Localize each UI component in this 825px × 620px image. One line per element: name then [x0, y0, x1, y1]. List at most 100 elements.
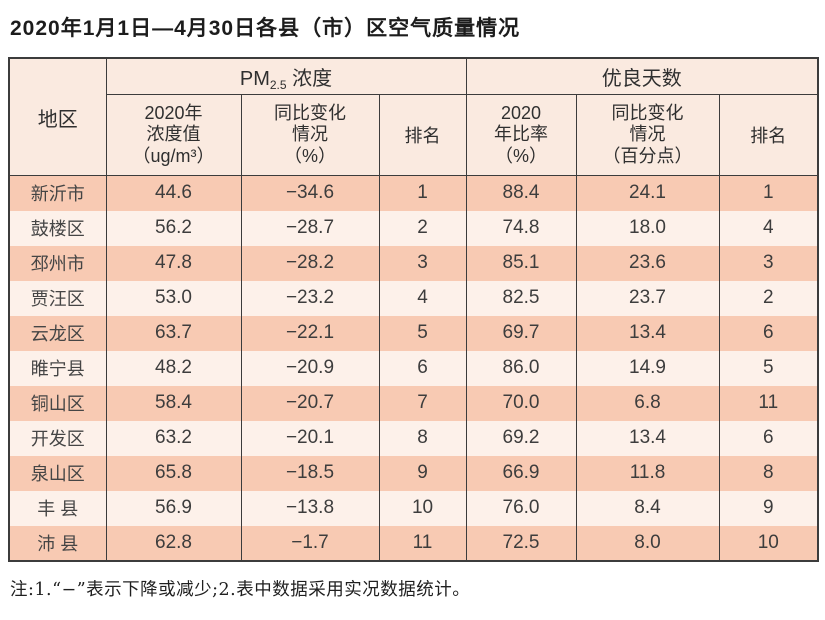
pm-rank-cell: 1: [378, 175, 467, 211]
days-ratio-cell: 69.2: [465, 420, 577, 456]
region-cell: 邳州市: [8, 245, 107, 281]
header-pm25-group: PM2.5 浓度: [105, 58, 467, 95]
header-pm-change: 同比变化 情况 （%）: [240, 94, 380, 176]
pm-change-cell: −20.9: [240, 350, 380, 386]
header-pm-rank: 排名: [378, 94, 467, 176]
pm-change-cell: −20.7: [240, 385, 380, 421]
table-row: 铜山区 58.4 −20.7 7 70.0 6.8 11: [8, 385, 819, 421]
pm25-label-prefix: PM: [239, 68, 270, 90]
days-ratio-cell: 88.4: [465, 175, 577, 211]
footnote: 注:1.“−”表示下降或减少;2.表中数据采用实况数据统计。: [10, 579, 471, 600]
days-ratio-cell: 69.7: [465, 315, 577, 351]
table-row: 泉山区 65.8 −18.5 9 66.9 11.8 8: [8, 455, 819, 491]
table-row: 丰 县 56.9 −13.8 10 76.0 8.4 9: [8, 490, 819, 526]
days-ratio-cell: 72.5: [465, 525, 577, 561]
pm-value-cell: 65.8: [105, 455, 242, 491]
table-row: 贾汪区 53.0 −23.2 4 82.5 23.7 2: [8, 280, 819, 316]
pm-change-cell: −13.8: [240, 490, 380, 526]
days-change-cell: 8.0: [575, 525, 720, 561]
header-pm-value: 2020年 浓度值 （ug/m³）: [105, 94, 242, 176]
days-change-cell: 18.0: [575, 210, 720, 246]
pm25-label-subscript: 2.5: [269, 78, 287, 92]
region-cell: 开发区: [8, 420, 107, 456]
pm-change-cell: −28.7: [240, 210, 380, 246]
region-cell: 云龙区: [8, 315, 107, 351]
pm-change-cell: −23.2: [240, 280, 380, 316]
table-row: 新沂市 44.6 −34.6 1 88.4 24.1 1: [8, 175, 819, 211]
header-group-row: 地区 PM2.5 浓度 优良天数: [8, 58, 819, 176]
header-days-rank: 排名: [718, 94, 819, 176]
days-change-cell: 24.1: [575, 175, 720, 211]
pm-rank-cell: 2: [378, 210, 467, 246]
region-cell: 新沂市: [8, 175, 107, 211]
header-good-days-group: 优良天数: [465, 58, 819, 95]
pm-rank-cell: 6: [378, 350, 467, 386]
region-cell: 泉山区: [8, 455, 107, 491]
pm-rank-cell: 7: [378, 385, 467, 421]
pm-change-cell: −18.5: [240, 455, 380, 491]
table-row: 沛 县 62.8 −1.7 11 72.5 8.0 10: [8, 525, 819, 561]
pm-rank-cell: 5: [378, 315, 467, 351]
pm-value-cell: 63.7: [105, 315, 242, 351]
pm-value-cell: 53.0: [105, 280, 242, 316]
pm-value-cell: 63.2: [105, 420, 242, 456]
page-title: 2020年1月1日—4月30日各县（市）区空气质量情况: [10, 17, 521, 40]
table-row: 开发区 63.2 −20.1 8 69.2 13.4 6: [8, 420, 819, 456]
pm-change-cell: −28.2: [240, 245, 380, 281]
days-rank-cell: 4: [718, 210, 819, 246]
pm-value-cell: 47.8: [105, 245, 242, 281]
days-change-cell: 23.7: [575, 280, 720, 316]
days-ratio-cell: 70.0: [465, 385, 577, 421]
pm-change-cell: −22.1: [240, 315, 380, 351]
table-row: 睢宁县 48.2 −20.9 6 86.0 14.9 5: [8, 350, 819, 386]
days-ratio-cell: 66.9: [465, 455, 577, 491]
region-cell: 鼓楼区: [8, 210, 107, 246]
days-change-cell: 13.4: [575, 420, 720, 456]
header-region: 地区: [8, 58, 107, 176]
days-rank-cell: 6: [718, 420, 819, 456]
table-row: 鼓楼区 56.2 −28.7 2 74.8 18.0 4: [8, 210, 819, 246]
days-rank-cell: 2: [718, 280, 819, 316]
pm-rank-cell: 11: [378, 525, 467, 561]
days-change-cell: 14.9: [575, 350, 720, 386]
pm-value-cell: 56.2: [105, 210, 242, 246]
pm-value-cell: 56.9: [105, 490, 242, 526]
pm-rank-cell: 3: [378, 245, 467, 281]
pm-rank-cell: 9: [378, 455, 467, 491]
table-row: 云龙区 63.7 −22.1 5 69.7 13.4 6: [8, 315, 819, 351]
region-cell: 铜山区: [8, 385, 107, 421]
region-cell: 沛 县: [8, 525, 107, 561]
days-rank-cell: 5: [718, 350, 819, 386]
days-change-cell: 23.6: [575, 245, 720, 281]
table-header: 地区 PM2.5 浓度 优良天数 2020年 浓度值 （ug/m³） 同比变化 …: [8, 58, 819, 176]
days-change-cell: 11.8: [575, 455, 720, 491]
pm-value-cell: 48.2: [105, 350, 242, 386]
header-days-ratio: 2020 年比率 （%）: [465, 94, 577, 176]
header-days-change: 同比变化 情况 （百分点）: [575, 94, 720, 176]
days-rank-cell: 9: [718, 490, 819, 526]
days-rank-cell: 11: [718, 385, 819, 421]
days-change-cell: 8.4: [575, 490, 720, 526]
days-ratio-cell: 86.0: [465, 350, 577, 386]
days-rank-cell: 10: [718, 525, 819, 561]
days-ratio-cell: 74.8: [465, 210, 577, 246]
days-ratio-cell: 85.1: [465, 245, 577, 281]
days-ratio-cell: 76.0: [465, 490, 577, 526]
days-rank-cell: 6: [718, 315, 819, 351]
air-quality-table: 地区 PM2.5 浓度 优良天数 2020年 浓度值 （ug/m³） 同比变化 …: [8, 57, 820, 562]
pm-rank-cell: 4: [378, 280, 467, 316]
pm-value-cell: 58.4: [105, 385, 242, 421]
region-cell: 丰 县: [8, 490, 107, 526]
region-cell: 睢宁县: [8, 350, 107, 386]
region-cell: 贾汪区: [8, 280, 107, 316]
days-rank-cell: 1: [718, 175, 819, 211]
pm25-label-suffix: 浓度: [286, 68, 333, 90]
pm-value-cell: 62.8: [105, 525, 242, 561]
table-body: 新沂市 44.6 −34.6 1 88.4 24.1 1 鼓楼区 56.2 −2…: [8, 175, 819, 561]
pm-change-cell: −1.7: [240, 525, 380, 561]
table-row: 邳州市 47.8 −28.2 3 85.1 23.6 3: [8, 245, 819, 281]
days-rank-cell: 8: [718, 455, 819, 491]
days-ratio-cell: 82.5: [465, 280, 577, 316]
pm-change-cell: −34.6: [240, 175, 380, 211]
